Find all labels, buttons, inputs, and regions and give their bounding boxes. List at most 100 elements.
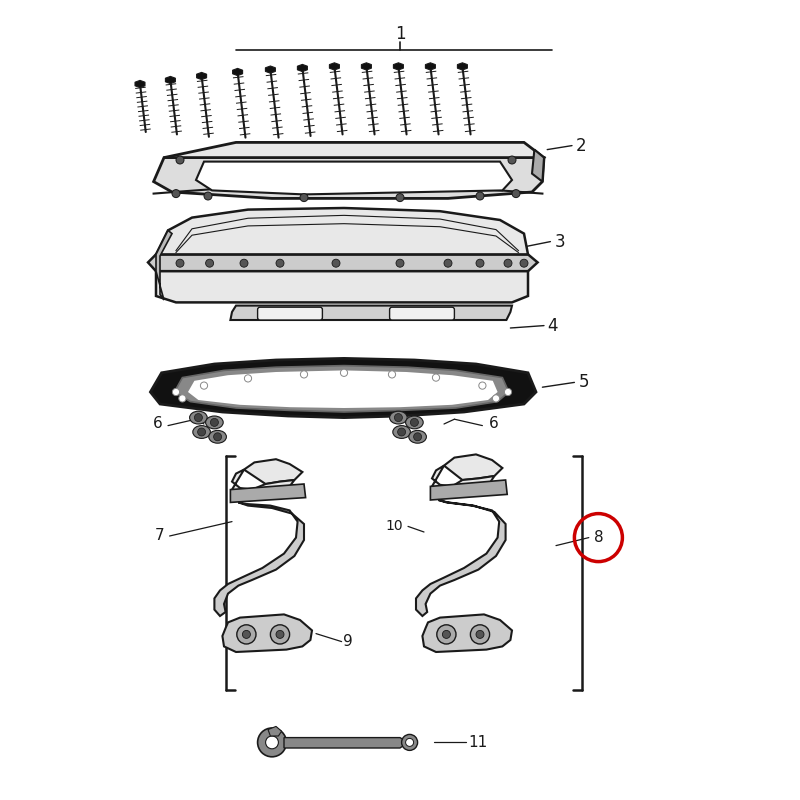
- Polygon shape: [422, 614, 512, 652]
- Circle shape: [470, 625, 490, 644]
- Circle shape: [389, 370, 396, 378]
- Ellipse shape: [406, 416, 423, 429]
- Polygon shape: [188, 370, 498, 408]
- Circle shape: [396, 259, 404, 267]
- Circle shape: [406, 738, 414, 746]
- Circle shape: [492, 394, 499, 402]
- Text: 10: 10: [386, 519, 403, 534]
- Polygon shape: [298, 64, 307, 71]
- Polygon shape: [150, 358, 536, 418]
- Circle shape: [396, 194, 404, 202]
- Text: 6: 6: [489, 417, 498, 431]
- Text: 3: 3: [554, 233, 566, 250]
- FancyBboxPatch shape: [390, 307, 454, 320]
- Ellipse shape: [390, 411, 407, 424]
- Polygon shape: [164, 142, 544, 172]
- Polygon shape: [197, 72, 206, 79]
- Circle shape: [476, 630, 484, 638]
- Circle shape: [173, 388, 180, 396]
- Circle shape: [270, 625, 290, 644]
- Ellipse shape: [190, 411, 207, 424]
- Circle shape: [214, 433, 222, 441]
- Circle shape: [398, 428, 406, 436]
- Circle shape: [332, 259, 340, 267]
- Polygon shape: [284, 738, 408, 748]
- Circle shape: [276, 630, 284, 638]
- Circle shape: [179, 394, 186, 402]
- Polygon shape: [266, 66, 275, 73]
- Circle shape: [512, 190, 520, 198]
- Circle shape: [200, 382, 208, 390]
- Polygon shape: [174, 366, 509, 412]
- Circle shape: [237, 625, 256, 644]
- Polygon shape: [230, 306, 512, 320]
- Text: 9: 9: [343, 634, 353, 649]
- Polygon shape: [432, 466, 494, 490]
- Polygon shape: [222, 614, 312, 652]
- Polygon shape: [394, 62, 403, 70]
- Circle shape: [198, 428, 206, 436]
- Text: 2: 2: [575, 137, 586, 154]
- Circle shape: [242, 630, 250, 638]
- Circle shape: [172, 190, 180, 198]
- Circle shape: [444, 259, 452, 267]
- Polygon shape: [156, 271, 528, 302]
- Circle shape: [402, 734, 418, 750]
- Polygon shape: [532, 150, 544, 182]
- Polygon shape: [196, 162, 512, 194]
- Polygon shape: [330, 62, 339, 70]
- Text: 8: 8: [594, 530, 603, 545]
- Polygon shape: [214, 502, 304, 616]
- Circle shape: [266, 736, 278, 749]
- Polygon shape: [156, 208, 528, 254]
- Polygon shape: [154, 158, 544, 198]
- Circle shape: [176, 156, 184, 164]
- Text: 7: 7: [155, 529, 165, 543]
- Ellipse shape: [193, 426, 210, 438]
- Circle shape: [204, 192, 212, 200]
- Text: 11: 11: [469, 735, 488, 750]
- Polygon shape: [416, 500, 506, 616]
- Circle shape: [245, 374, 252, 382]
- Polygon shape: [268, 726, 282, 736]
- Circle shape: [176, 259, 184, 267]
- Circle shape: [478, 382, 486, 390]
- Polygon shape: [230, 484, 306, 502]
- Circle shape: [341, 369, 348, 376]
- Ellipse shape: [409, 430, 426, 443]
- Circle shape: [504, 388, 512, 396]
- Circle shape: [414, 433, 422, 441]
- Polygon shape: [148, 254, 538, 271]
- Text: 5: 5: [578, 374, 590, 391]
- Circle shape: [394, 414, 402, 422]
- Circle shape: [258, 728, 286, 757]
- Polygon shape: [166, 76, 175, 83]
- Polygon shape: [233, 68, 242, 75]
- Circle shape: [240, 259, 248, 267]
- Circle shape: [433, 374, 440, 381]
- Circle shape: [476, 259, 484, 267]
- FancyBboxPatch shape: [258, 307, 322, 320]
- Circle shape: [276, 259, 284, 267]
- Polygon shape: [362, 62, 371, 70]
- Polygon shape: [135, 80, 145, 87]
- Ellipse shape: [209, 430, 226, 443]
- Polygon shape: [156, 230, 172, 300]
- Circle shape: [442, 630, 450, 638]
- Polygon shape: [458, 62, 467, 70]
- Circle shape: [194, 414, 202, 422]
- Text: 6: 6: [153, 417, 162, 431]
- Circle shape: [504, 259, 512, 267]
- Circle shape: [508, 156, 516, 164]
- Circle shape: [520, 259, 528, 267]
- Polygon shape: [232, 470, 294, 492]
- Circle shape: [210, 418, 218, 426]
- Text: 1: 1: [394, 26, 406, 43]
- Polygon shape: [244, 459, 302, 484]
- Circle shape: [301, 370, 308, 378]
- Circle shape: [437, 625, 456, 644]
- Circle shape: [206, 259, 214, 267]
- Circle shape: [476, 192, 484, 200]
- Circle shape: [300, 194, 308, 202]
- Polygon shape: [426, 62, 435, 70]
